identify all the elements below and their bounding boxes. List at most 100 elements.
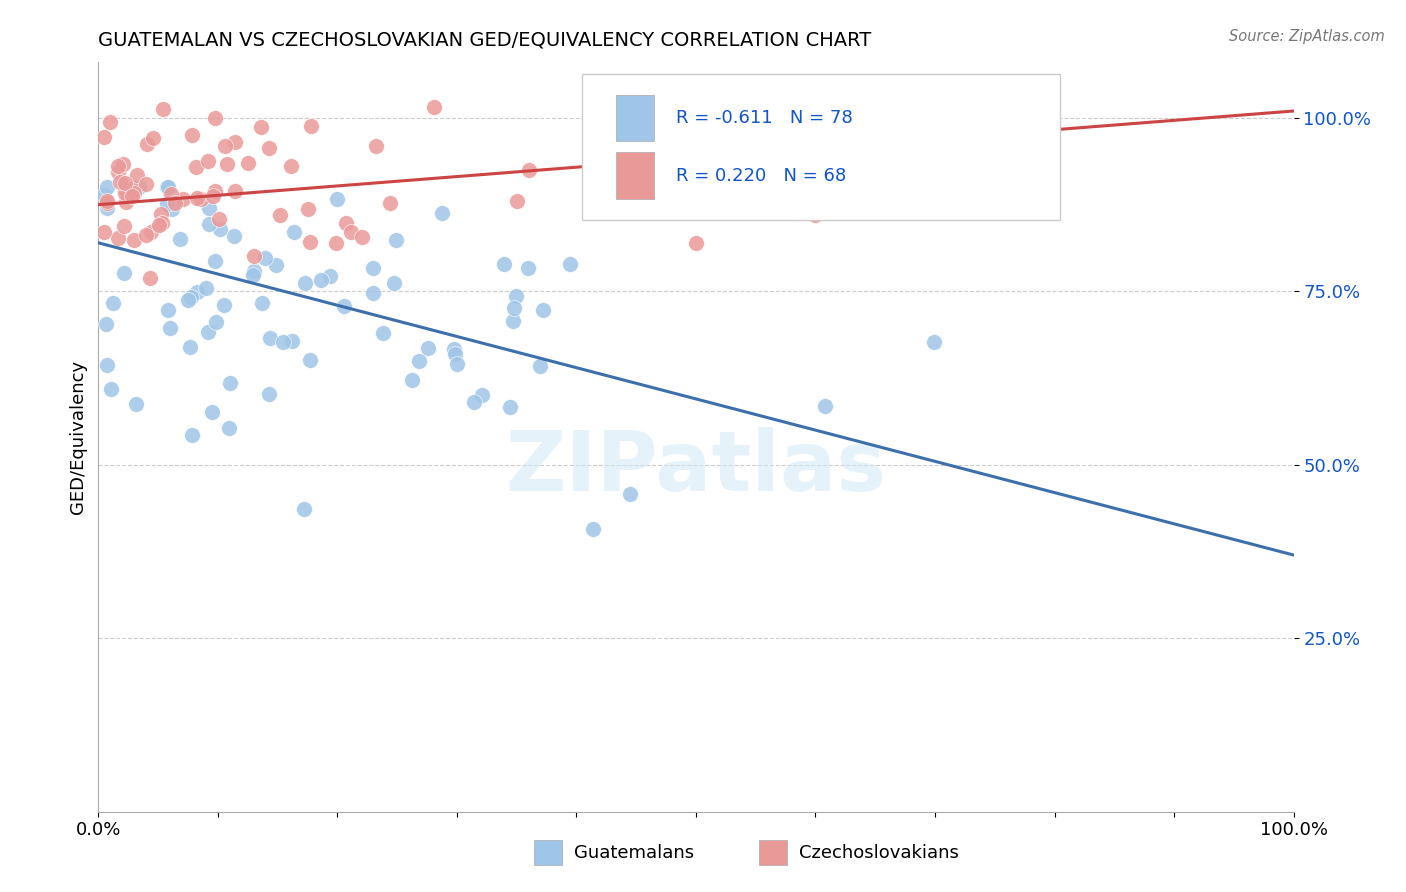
Point [298, 235, 321, 249]
Bar [616, 153, 654, 199]
Point [122, 186, 145, 200]
Text: R = 0.220   N = 68: R = 0.220 N = 68 [676, 167, 846, 185]
Text: ZIPatlas: ZIPatlas [506, 426, 886, 508]
Point [180, 427, 202, 442]
Point [250, 120, 273, 135]
Point [401, 373, 423, 387]
Point [294, 276, 316, 290]
Point [292, 501, 315, 516]
Point [122, 233, 145, 247]
Point [506, 194, 529, 209]
Point [804, 208, 827, 222]
Point [236, 156, 259, 170]
Point [138, 271, 160, 285]
Point [212, 298, 235, 312]
Point [111, 156, 134, 170]
Point [186, 285, 208, 299]
Point [502, 314, 524, 328]
Point [224, 184, 246, 198]
Point [112, 219, 135, 233]
Point [335, 216, 357, 230]
Point [179, 340, 201, 354]
Text: R = -0.611   N = 78: R = -0.611 N = 78 [676, 109, 852, 127]
Point [582, 522, 605, 536]
Point [418, 341, 440, 355]
Point [326, 192, 349, 206]
Point [197, 154, 219, 169]
Point [101, 295, 124, 310]
Point [529, 359, 551, 373]
Point [242, 268, 264, 282]
Point [423, 100, 446, 114]
Point [114, 176, 136, 190]
Point [115, 183, 138, 197]
Point [297, 202, 319, 217]
Point [215, 157, 238, 171]
Point [209, 222, 232, 236]
Point [107, 165, 129, 179]
Point [204, 315, 226, 329]
Point [446, 357, 468, 371]
Point [257, 141, 280, 155]
Point [128, 180, 150, 194]
Point [471, 388, 494, 402]
Point [408, 354, 430, 368]
Point [299, 119, 322, 133]
Point [243, 249, 266, 263]
Point [243, 264, 266, 278]
Point [502, 301, 524, 315]
Text: Source: ZipAtlas.com: Source: ZipAtlas.com [1229, 29, 1385, 44]
Point [922, 334, 945, 349]
Point [218, 421, 240, 435]
Point [273, 334, 295, 349]
Point [96, 194, 118, 209]
Point [156, 180, 179, 194]
Point [172, 192, 194, 206]
Point [333, 300, 356, 314]
Point [204, 253, 226, 268]
Point [156, 197, 179, 211]
Point [363, 260, 385, 275]
Point [139, 225, 162, 239]
Point [214, 139, 236, 153]
Point [169, 232, 191, 246]
Point [340, 226, 363, 240]
Point [122, 181, 145, 195]
Point [254, 251, 277, 265]
Point [136, 136, 159, 151]
Point [149, 206, 172, 220]
Point [361, 286, 384, 301]
Point [560, 257, 582, 271]
Point [112, 267, 135, 281]
Point [159, 321, 181, 335]
Point [350, 229, 373, 244]
Point [93, 226, 115, 240]
Point [96, 359, 118, 373]
Point [281, 334, 304, 349]
Point [160, 187, 183, 202]
Point [96, 317, 118, 331]
Point [142, 131, 165, 145]
Point [127, 168, 149, 182]
Point [219, 376, 242, 390]
Point [96, 180, 118, 194]
Text: GUATEMALAN VS CZECHOSLOVAKIAN GED/EQUIVALENCY CORRELATION CHART: GUATEMALAN VS CZECHOSLOVAKIAN GED/EQUIVA… [98, 30, 872, 50]
Point [108, 174, 131, 188]
Point [382, 276, 405, 290]
Point [430, 206, 453, 220]
Point [121, 189, 143, 203]
Point [165, 195, 187, 210]
Point [463, 395, 485, 409]
Point [283, 225, 305, 239]
Point [156, 303, 179, 318]
Point [148, 219, 170, 233]
Point [222, 229, 245, 244]
Point [269, 208, 291, 222]
Point [125, 397, 148, 411]
Point [160, 202, 183, 216]
Point [589, 201, 612, 215]
Point [814, 399, 837, 413]
Point [180, 128, 202, 143]
Point [264, 258, 287, 272]
Point [194, 281, 217, 295]
